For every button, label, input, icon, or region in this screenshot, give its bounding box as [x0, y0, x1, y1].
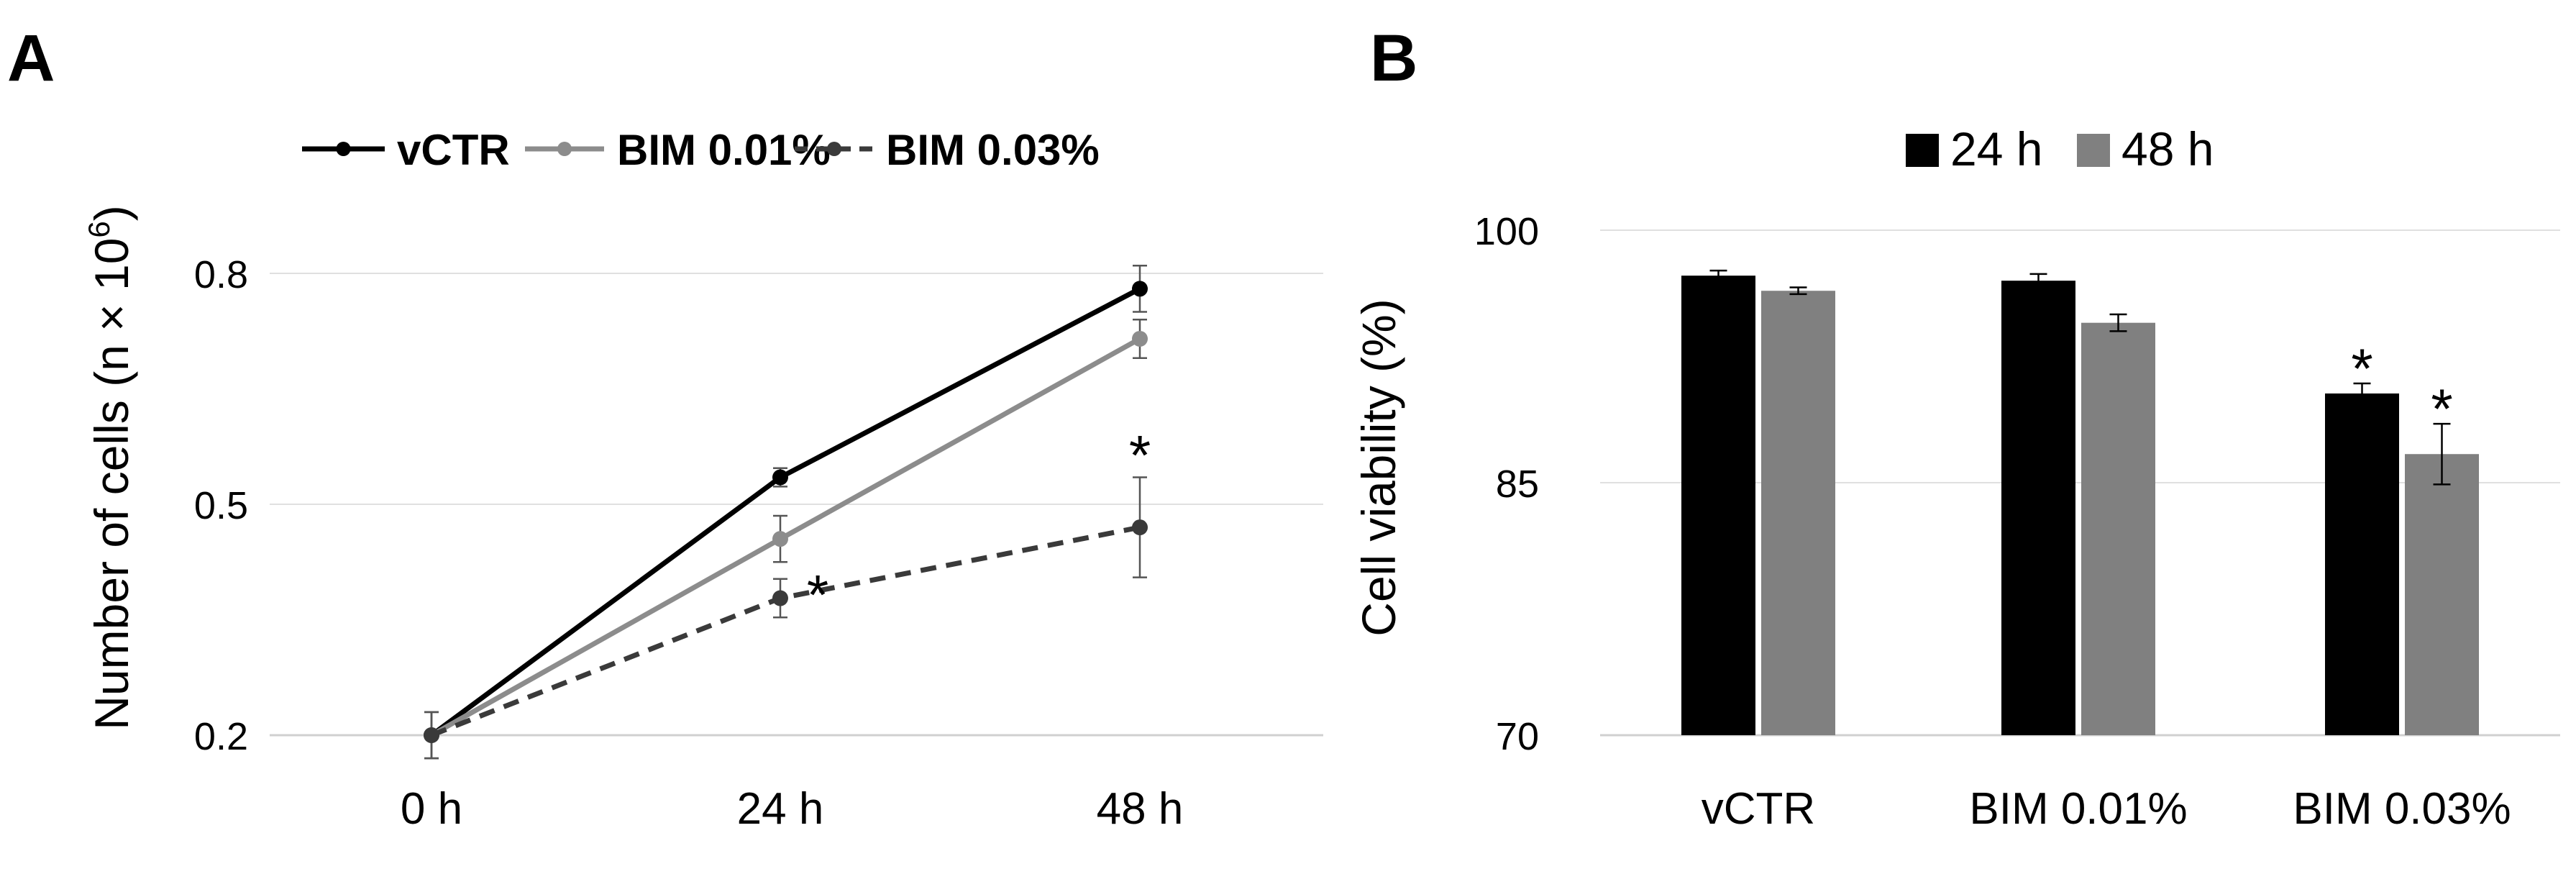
chart-b-legend-item-24-h: 24 h — [1906, 122, 2042, 176]
chart-b-x-tick-label: BIM 0.03% — [2293, 784, 2511, 834]
chart-b-x-ticks: vCTR BIM 0.01% BIM 0.03% — [1702, 784, 2511, 834]
chart-a-line-bim-0-03 — [430, 524, 1141, 738]
chart-b-y-tick-label: 70 — [1496, 715, 1539, 758]
chart-b-x-tick-label: vCTR — [1702, 784, 1815, 834]
chart-a-y-tick-label: 0.2 — [194, 715, 248, 758]
chart-a-x-tick-label: 0 h — [401, 784, 462, 834]
chart-a-legend-label: BIM 0.03% — [886, 126, 1100, 174]
chart-a-point — [1132, 330, 1148, 347]
panel-b-letter: B — [1370, 22, 1417, 95]
chart-a-y-axis-label: Number of cells (n × 106) — [82, 205, 138, 729]
chart-a-y-label-exp: 6 — [82, 221, 116, 237]
chart-b-legend: 24 h 48 h — [1906, 122, 2214, 176]
chart-b-legend-label: 48 h — [2121, 122, 2214, 176]
chart-b-significance-marker: * — [2431, 377, 2452, 440]
chart-a-significance-marker: * — [1129, 424, 1151, 487]
chart-a-point — [424, 727, 439, 743]
panel-a-letter: A — [7, 22, 55, 95]
chart-a-series: ** — [424, 265, 1151, 760]
chart-b-error-bar — [1789, 286, 1807, 296]
chart-a-x-tick-label: 24 h — [737, 784, 824, 834]
chart-a-series-bim-0-03 — [424, 476, 1148, 760]
chart-b-legend-item-48-h: 48 h — [2077, 122, 2214, 176]
chart-a-legend-label: vCTR — [397, 126, 510, 174]
chart-a-legend-item-vctr: vCTR — [302, 126, 510, 174]
chart-a-legend-item-bim-0-03: BIM 0.03% — [795, 126, 1100, 174]
chart-a-point — [1132, 281, 1148, 297]
chart-a-legend-item-bim-0-01: BIM 0.01% — [525, 126, 831, 174]
chart-b-series-48-h — [1761, 286, 2479, 735]
chart-b-error-bar — [2433, 422, 2451, 486]
chart-b-bar — [2001, 281, 2075, 735]
chart-a-line-vctr — [429, 286, 1141, 737]
chart-b-legend-label: 24 h — [1950, 122, 2042, 176]
chart-b-error-bar — [1709, 269, 1727, 282]
chart-b-x-tick-label: BIM 0.01% — [1969, 784, 2187, 834]
chart-a: 0.20.50.8 0 h 24 h 48 h ** vCTR BIM 0.01% BI… — [82, 126, 1323, 834]
chart-a-point — [772, 469, 788, 486]
chart-b-error-bar — [2109, 313, 2127, 332]
chart-a-significance-marker: * — [807, 563, 828, 627]
chart-b-gridlines — [1600, 229, 2560, 483]
chart-b-bar — [2405, 454, 2479, 735]
chart-b-error-bar — [2353, 382, 2371, 405]
chart-b-series-24-h — [1681, 269, 2399, 735]
chart-b-bars: ** — [1681, 269, 2479, 735]
chart-a-x-tick-label: 48 h — [1097, 784, 1184, 834]
chart-b-legend-swatch — [2077, 134, 2110, 167]
chart-a-series-bim-0-01 — [424, 318, 1148, 760]
chart-a-y-tick-label: 0.8 — [194, 253, 248, 296]
chart-b-significance-marker: * — [2351, 337, 2372, 400]
chart-a-legend-marker — [336, 142, 351, 156]
chart-a-gridlines — [270, 273, 1323, 505]
chart-a-y-ticks: 0.2 0.5 0.8 — [194, 253, 248, 758]
chart-b-y-ticks: 70 85 100 — [1474, 210, 1539, 758]
chart-b-y-axis-label: Cell viability (%) — [1352, 299, 1405, 636]
chart-a-series-vctr — [424, 265, 1148, 760]
chart-b-y-tick-label: 100 — [1474, 210, 1539, 253]
chart-b-error-bar — [2029, 273, 2047, 288]
chart-a-y-tick-label: 0.5 — [194, 484, 248, 527]
chart-a-legend-marker — [557, 142, 572, 156]
chart-a-point — [1132, 519, 1148, 536]
chart-a-point — [772, 531, 788, 547]
chart-a-legend: vCTR BIM 0.01% BIM 0.03% — [302, 126, 1100, 174]
chart-a-y-label-main: Number of cells (n × 10 — [85, 238, 138, 730]
chart-b-y-tick-label: 85 — [1496, 463, 1539, 506]
chart-b-bar — [2325, 393, 2399, 735]
chart-a-point — [772, 590, 788, 606]
chart-b-bar — [1681, 276, 1755, 735]
chart-b-bar — [1761, 291, 1835, 735]
chart-a-x-ticks: 0 h 24 h 48 h — [401, 784, 1183, 834]
chart-b-legend-swatch — [1906, 134, 1939, 167]
chart-b-bar — [2081, 322, 2155, 735]
chart-a-y-label-close: ) — [85, 205, 138, 221]
chart-a-legend-marker — [827, 142, 841, 156]
